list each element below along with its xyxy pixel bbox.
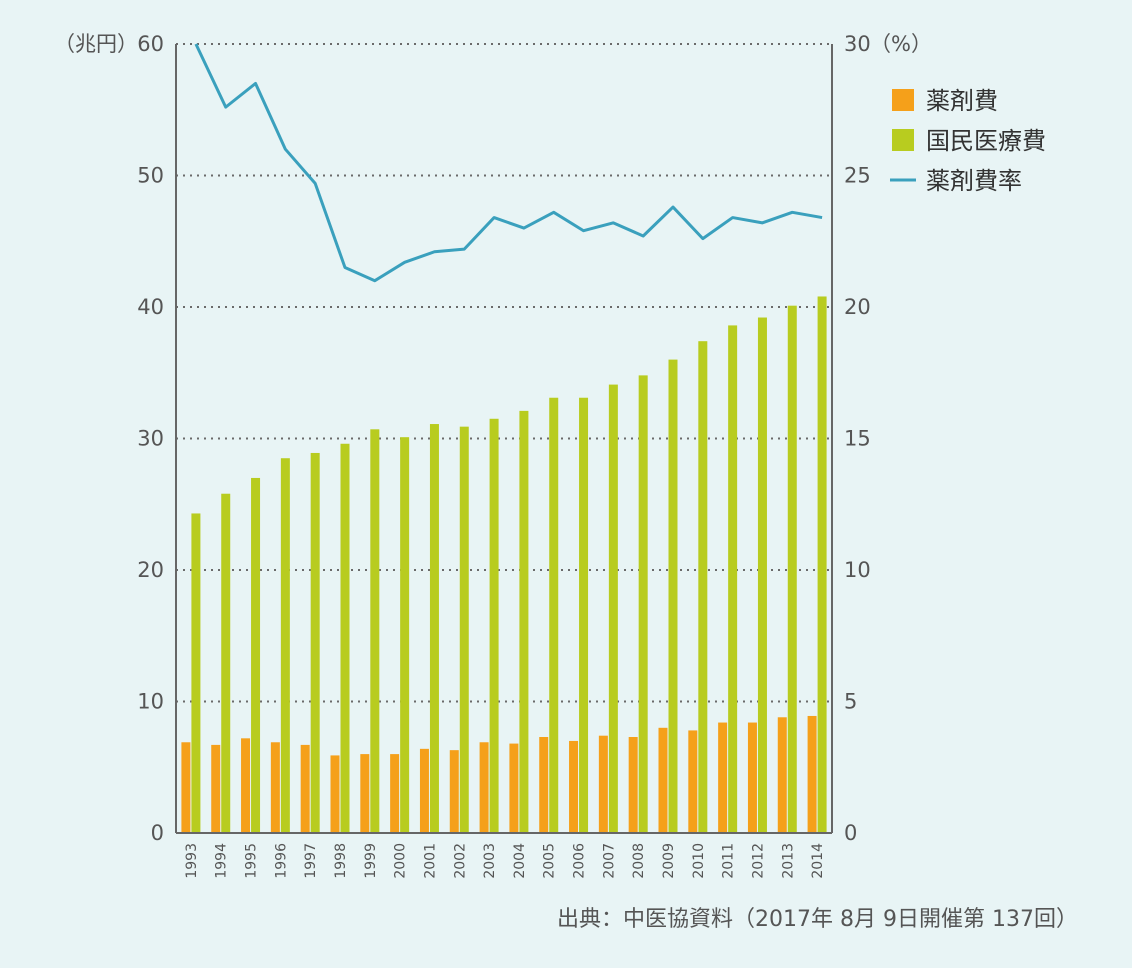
left-tick-label: 20 [137, 558, 164, 582]
x-tick-label: 2009 [661, 843, 677, 879]
line-drug-cost-ratio [196, 44, 822, 281]
bar-drug-cost [480, 742, 489, 833]
legend: 薬剤費 国民医療費 薬剤費率 [890, 87, 1046, 195]
bar-drug-cost [241, 738, 250, 833]
bar-drug-cost [569, 741, 578, 833]
x-tick-label: 2004 [512, 843, 528, 879]
left-axis-unit: （兆円） [54, 32, 138, 56]
bar-national-medical-cost [191, 513, 200, 833]
bar-drug-cost [301, 745, 310, 833]
bar-national-medical-cost [549, 398, 558, 833]
bar-national-medical-cost [311, 453, 320, 833]
x-tick-label: 2008 [631, 843, 647, 879]
x-tick-label: 2006 [572, 843, 588, 879]
bar-national-medical-cost [281, 458, 290, 833]
x-tick-label: 2011 [721, 843, 737, 879]
x-tick-label: 1993 [184, 843, 200, 879]
legend-swatch-drug-cost [892, 89, 914, 111]
bar-drug-cost [420, 749, 429, 833]
x-tick-label: 2003 [482, 843, 498, 879]
bar-drug-cost [778, 717, 787, 833]
bar-drug-cost [629, 737, 638, 833]
bar-national-medical-cost [221, 494, 230, 833]
right-tick-label: 0 [844, 821, 857, 845]
bar-drug-cost [688, 730, 697, 833]
source-note: 出典：中医協資料（2017年 8月 9日開催第 137回） [557, 907, 1078, 932]
bar-national-medical-cost [430, 424, 439, 833]
bar-drug-cost [808, 716, 817, 833]
x-tick-label: 2007 [601, 843, 617, 879]
legend-label-national-medical-cost: 国民医療費 [926, 127, 1046, 155]
bar-national-medical-cost [519, 411, 528, 833]
bar-national-medical-cost [460, 427, 469, 833]
right-tick-label: 30 [844, 32, 871, 56]
bar-national-medical-cost [370, 429, 379, 833]
x-tick-label: 2012 [750, 843, 766, 879]
left-tick-label: 10 [137, 690, 164, 714]
x-tick-label: 1996 [273, 843, 289, 879]
bar-national-medical-cost [669, 360, 678, 833]
x-tick-label: 1999 [363, 843, 379, 879]
bar-drug-cost [718, 723, 727, 833]
legend-label-drug-cost: 薬剤費 [926, 87, 998, 115]
x-tick-label: 1998 [333, 843, 349, 879]
x-tick-label: 2013 [780, 843, 796, 879]
x-tick-label: 1995 [244, 843, 260, 879]
right-tick-label: 20 [844, 295, 871, 319]
right-tick-label: 15 [844, 427, 871, 451]
left-tick-label: 60 [137, 32, 164, 56]
bar-national-medical-cost [698, 341, 707, 833]
bar-drug-cost [211, 745, 220, 833]
left-tick-label: 50 [137, 164, 164, 188]
x-tick-label: 2014 [810, 843, 826, 879]
bar-drug-cost [331, 755, 340, 833]
bar-national-medical-cost [788, 306, 797, 833]
x-tick-label: 1994 [214, 843, 230, 879]
bar-national-medical-cost [341, 444, 350, 833]
x-tick-label: 2002 [452, 843, 468, 879]
bar-drug-cost [390, 754, 399, 833]
right-tick-label: 10 [844, 558, 871, 582]
x-tick-label: 1997 [303, 843, 319, 879]
bar-drug-cost [659, 728, 668, 833]
right-tick-label: 25 [844, 164, 871, 188]
bar-national-medical-cost [609, 385, 618, 833]
bar-national-medical-cost [400, 437, 409, 833]
bar-national-medical-cost [490, 419, 499, 833]
right-axis-unit: （%） [870, 32, 932, 56]
bar-drug-cost [539, 737, 548, 833]
legend-swatch-national-medical-cost [892, 129, 914, 151]
left-tick-label: 30 [137, 427, 164, 451]
bar-drug-cost [181, 742, 190, 833]
x-tick-label: 2010 [691, 843, 707, 879]
x-tick-label: 2001 [422, 843, 438, 879]
x-tick-label: 2005 [542, 843, 558, 879]
bar-drug-cost [271, 742, 280, 833]
left-tick-label: 0 [151, 821, 164, 845]
bar-drug-cost [450, 750, 459, 833]
left-tick-label: 40 [137, 295, 164, 319]
x-tick-label: 2000 [393, 843, 409, 879]
ratio-line [196, 44, 822, 281]
bar-national-medical-cost [758, 318, 767, 833]
bar-national-medical-cost [728, 325, 737, 833]
bar-national-medical-cost [251, 478, 260, 833]
bar-national-medical-cost [579, 398, 588, 833]
bars [181, 296, 826, 833]
right-tick-label: 5 [844, 690, 857, 714]
bar-drug-cost [599, 736, 608, 833]
bar-national-medical-cost [818, 296, 827, 833]
legend-label-drug-cost-ratio: 薬剤費率 [926, 167, 1022, 195]
bar-drug-cost [509, 744, 518, 833]
bar-drug-cost [360, 754, 369, 833]
bar-national-medical-cost [639, 375, 648, 833]
bar-drug-cost [748, 723, 757, 833]
